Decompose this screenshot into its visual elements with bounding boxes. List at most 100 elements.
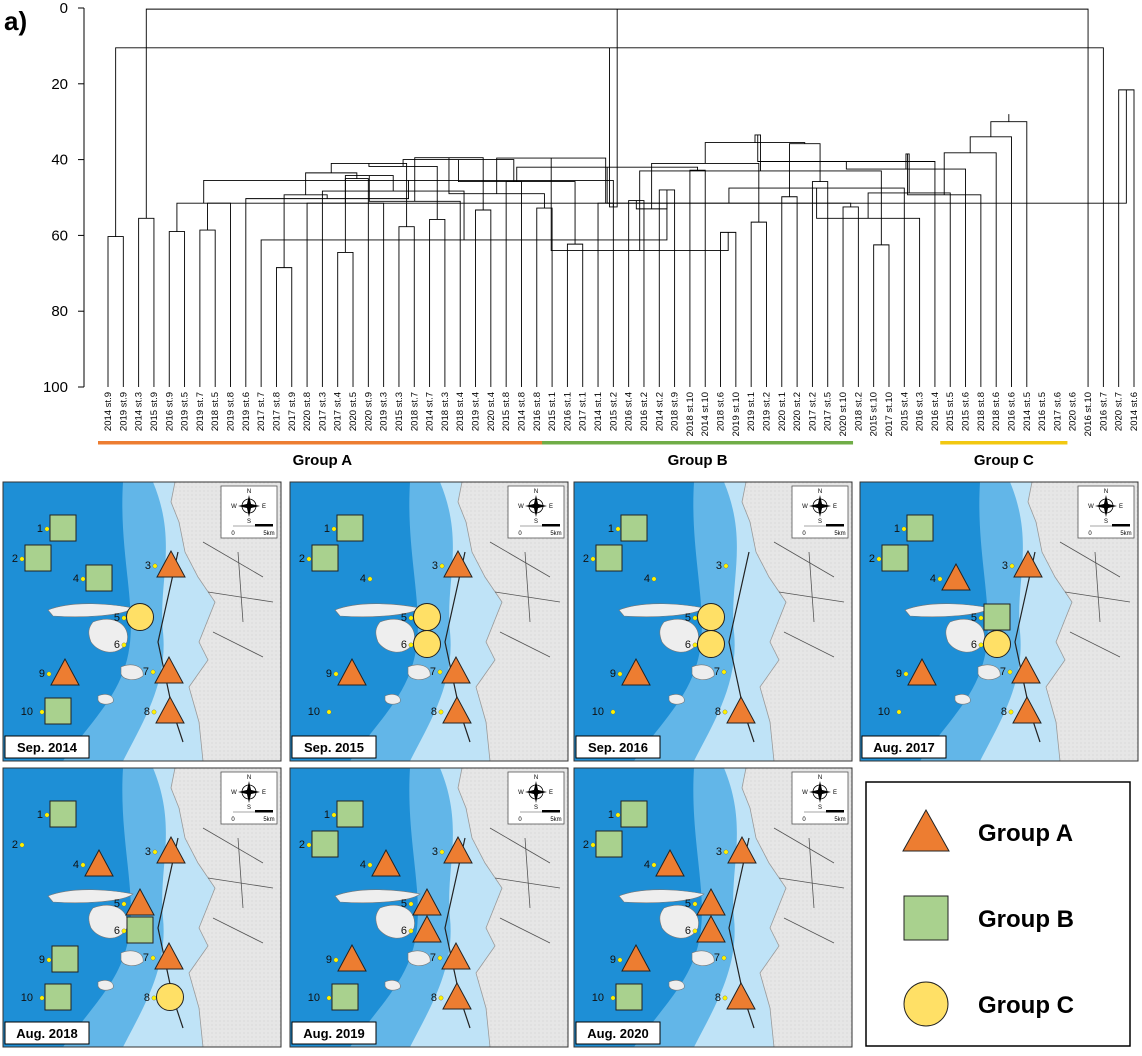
station-label: 8	[1001, 706, 1007, 718]
scale-bar	[255, 524, 273, 527]
dendrogram-branch	[757, 134, 936, 387]
station-label: 4	[73, 573, 79, 585]
compass-letter: N	[247, 489, 251, 495]
scale-compass-box: N S E W 0 5km	[791, 771, 849, 825]
station-label: 7	[430, 666, 436, 678]
map-date: Sep. 2016	[588, 740, 648, 755]
leaf-label: 2017 st.9	[287, 392, 298, 431]
station-label: 4	[644, 859, 650, 871]
station-label: 2	[583, 839, 589, 851]
station-dot	[692, 928, 698, 934]
map-date-label: Aug. 2017	[861, 735, 947, 759]
leaf-label: 2015 st.2	[608, 392, 619, 431]
leaf-label: 2014 st.10	[700, 392, 711, 436]
station-label: 7	[1000, 666, 1006, 678]
group-b-marker	[620, 800, 648, 828]
station-dot	[39, 709, 45, 715]
compass-rose-icon	[525, 495, 547, 517]
station-dot	[367, 576, 373, 582]
station-label: 8	[715, 706, 721, 718]
station-dot	[617, 671, 623, 677]
mainland	[170, 768, 281, 1047]
roads	[773, 827, 845, 944]
leaf-label: 2019 st.8	[226, 392, 237, 431]
leaf-label: 2019 st.5	[180, 392, 191, 431]
station-dot	[721, 669, 727, 675]
scale-compass-box: N S E W 0 5km	[507, 771, 565, 825]
leaf-label: 2019 st.2	[761, 392, 772, 431]
leaf-label: 2014 st.5	[1022, 392, 1033, 431]
station-label: 5	[685, 898, 691, 910]
island	[954, 694, 971, 705]
legend-square-icon	[903, 895, 949, 941]
y-axis: 0 20 40 60 80 100	[43, 0, 85, 396]
scale-bar	[1112, 524, 1130, 527]
group-c-marker	[126, 603, 154, 631]
leaf-label: 2016 st.6	[1006, 392, 1017, 431]
station-label: 9	[610, 954, 616, 966]
group-b-marker	[336, 800, 364, 828]
leaf-label: 2016 st.4	[930, 392, 941, 431]
dendrogram-branch	[305, 172, 358, 195]
group-a-marker	[1013, 549, 1043, 578]
island	[120, 950, 144, 966]
leaf-label: 2020 st.5	[348, 392, 359, 431]
leaf-label: 2017 st.3	[317, 392, 328, 431]
scale-bar	[826, 524, 844, 527]
dendrogram-branch	[107, 236, 124, 387]
station-dot	[723, 563, 729, 569]
group-a-marker	[621, 943, 651, 972]
group-a-marker	[726, 695, 756, 724]
legend: Group A Group B Group C	[865, 781, 1131, 1047]
station-dot	[590, 556, 596, 562]
group-a-marker	[941, 562, 971, 591]
mainland	[457, 482, 568, 761]
dendrogram-branches	[107, 9, 1135, 387]
station-label: 9	[326, 668, 332, 680]
scale-compass-box: N S E W 0 5km	[507, 485, 565, 539]
map-border	[289, 481, 569, 762]
map-date-label: Aug. 2019	[291, 1021, 377, 1045]
date-box	[861, 735, 947, 759]
station-dot	[80, 576, 86, 582]
station-dot	[151, 995, 157, 1001]
group-b-marker	[126, 916, 154, 944]
group-bar	[542, 441, 854, 445]
island	[668, 694, 685, 705]
compass-letter: S	[1104, 519, 1108, 525]
island	[668, 980, 685, 991]
compass-letter: E	[1119, 504, 1123, 510]
station-label: 2	[583, 553, 589, 565]
station-label: 1	[608, 809, 614, 821]
compass-letter: W	[231, 790, 237, 796]
island	[691, 664, 715, 680]
dendrogram-branch	[788, 143, 821, 197]
group-b-marker	[615, 983, 643, 1011]
island	[407, 664, 431, 680]
mainland	[741, 768, 852, 1047]
dendrogram-branch	[609, 9, 618, 208]
leaf-label: 2020 st.7	[1114, 392, 1125, 431]
group-a-marker	[443, 835, 473, 864]
dendrogram-branch	[138, 217, 155, 387]
station-dot	[439, 849, 445, 855]
dendrogram-branch	[781, 196, 798, 387]
station-dot	[903, 671, 909, 677]
scale-zero: 0	[518, 531, 522, 537]
dendrogram-branch	[398, 226, 415, 387]
station-label: 2	[299, 839, 305, 851]
station-label: 6	[971, 639, 977, 651]
station-label: 5	[401, 612, 407, 624]
station-label: 3	[716, 560, 722, 572]
mainland	[1027, 482, 1138, 761]
compass-letter: W	[231, 504, 237, 510]
map-canvas	[860, 482, 1138, 761]
island	[691, 950, 715, 966]
leaf-label: 2015 st.5	[945, 392, 956, 431]
station-label: 3	[145, 560, 151, 572]
group-label: Group B	[668, 452, 728, 469]
leaf-labels: 2014 st.9 2019 st.9 2014 st.3 2015 st.9 2016…	[103, 392, 1140, 436]
station-label: 8	[431, 706, 437, 718]
leaf-label: 2019 st.7	[195, 392, 206, 431]
leaf-label: 2020 st.8	[302, 392, 313, 431]
